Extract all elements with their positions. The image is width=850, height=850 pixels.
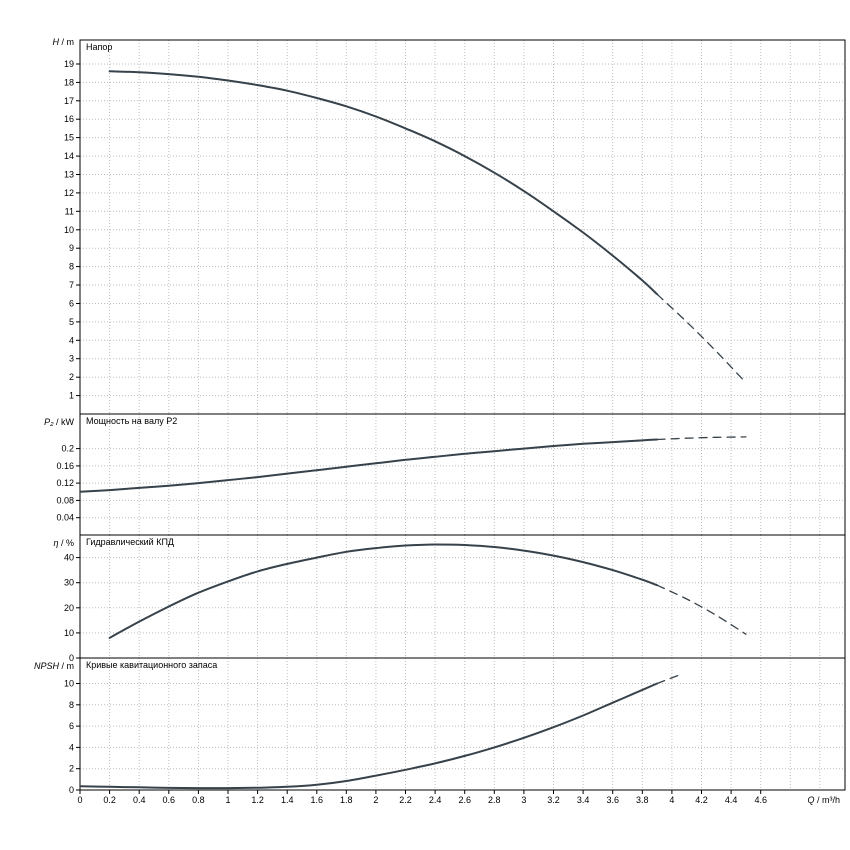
curve-efficiency-extrapolated: [656, 584, 747, 635]
x-tick-label: 3.4: [577, 795, 590, 805]
y-tick-label: 0.04: [56, 513, 74, 523]
x-axis: 0 0.2 0.4 0.6 0.8 1 1.2 1.4 1.6 1.8 2 2.2 2.4 2.6 2.8 3…: [77, 790, 840, 805]
y-tick-label: 10: [64, 679, 74, 689]
x-tick-label: 2.2: [399, 795, 412, 805]
y-tick-label: 18: [64, 77, 74, 87]
y-tick-label: 0.12: [56, 478, 74, 488]
y-tick-label: 4: [69, 335, 74, 345]
curve-npsh-solid: [80, 682, 659, 790]
x-tick-label: 1.6: [311, 795, 324, 805]
y-axis-label: NPSH / m: [34, 661, 74, 671]
panel-border: [79, 413, 846, 536]
curves-efficiency: [108, 543, 747, 639]
y-axis-label: H / m: [53, 37, 75, 47]
y-tick-label: 9: [69, 243, 74, 253]
x-tick-label: 0.2: [103, 795, 116, 805]
y-tick-label: 1: [69, 391, 74, 401]
x-tick-label: 0: [77, 795, 82, 805]
y-tick-label: 13: [64, 170, 74, 180]
grid-shaft-power: [80, 414, 845, 535]
y-tick-label: 0: [69, 653, 74, 663]
y-tick-label: 17: [64, 96, 74, 106]
x-tick-label: 4.4: [725, 795, 738, 805]
panel-title: Кривые кавитационного запаса: [86, 660, 217, 670]
panel-title: Мощность на валу P2: [86, 416, 177, 426]
x-tick-label: 3.6: [606, 795, 619, 805]
x-tick-label: 4.6: [754, 795, 767, 805]
y-tick-label: 0.2: [61, 444, 74, 454]
curve-power-extrapolated: [656, 436, 747, 441]
curves-npsh: [80, 674, 680, 790]
y-tick-label: 0: [69, 785, 74, 795]
x-tick-label: 0.4: [133, 795, 146, 805]
y-tick-label: 6: [69, 299, 74, 309]
panel-shaft-power: 0.04 0.08 0.12 0.16 0.2 P₂ / kW Мощность на ва…: [44, 413, 846, 536]
curves-head: [108, 70, 747, 384]
y-tick-label: 2: [69, 372, 74, 382]
x-tick-label: 1.8: [340, 795, 353, 805]
y-tick-label: 8: [69, 700, 74, 710]
panel-border: [79, 39, 846, 415]
x-tick-label: 3: [521, 795, 526, 805]
curve-npsh-extrapolated: [656, 674, 680, 685]
y-tick-label: 19: [64, 59, 74, 69]
y-tick-label: 3: [69, 354, 74, 364]
y-tick-label: 12: [64, 188, 74, 198]
curve-head-extrapolated: [656, 293, 747, 384]
y-tick-label: 2: [69, 764, 74, 774]
x-tick-label: 1.2: [251, 795, 264, 805]
x-axis-label: Q / m³/h: [807, 795, 840, 805]
y-tick-label: 20: [64, 603, 74, 613]
x-tick-label: 1.4: [281, 795, 294, 805]
x-tick-label: 4.2: [695, 795, 708, 805]
panel-border: [79, 657, 846, 791]
x-tick-label: 4: [669, 795, 674, 805]
panel-title: Напор: [86, 42, 112, 52]
y-tick-label: 16: [64, 114, 74, 124]
y-tick-label: 4: [69, 742, 74, 752]
y-tick-label: 5: [69, 317, 74, 327]
x-tick-label: 2: [373, 795, 378, 805]
panel-title: Гидравлический КПД: [86, 537, 174, 547]
y-axis-label: P₂ / kW: [44, 417, 74, 427]
panel-npsh: 0 2 4 6 8 10 NPSH / m Кривые кавитационного зап…: [34, 657, 846, 795]
y-tick-label: 10: [64, 225, 74, 235]
curve-head-solid: [108, 70, 659, 296]
x-tick-label: 1: [225, 795, 230, 805]
panel-border: [79, 534, 846, 659]
x-tick-label: 3.2: [547, 795, 560, 805]
y-tick-label: 0.16: [56, 461, 74, 471]
y-tick-label: 30: [64, 578, 74, 588]
y-axis-label: η / %: [53, 538, 74, 548]
x-tick-label: 2.8: [488, 795, 501, 805]
x-tick-label: 0.8: [192, 795, 205, 805]
x-tick-label: 2.4: [429, 795, 442, 805]
y-tick-label: 40: [64, 553, 74, 563]
y-tick-label: 14: [64, 151, 74, 161]
y-tick-label: 8: [69, 262, 74, 272]
curves-shaft-power: [80, 436, 747, 493]
x-tick-label: 2.6: [458, 795, 471, 805]
panel-efficiency: 0 10 20 30 40 η / % Гидравлический КПД: [53, 534, 846, 663]
curve-power-solid: [80, 438, 659, 493]
curve-efficiency-solid: [108, 543, 659, 639]
y-tick-label: 10: [64, 628, 74, 638]
y-tick-label: 6: [69, 721, 74, 731]
y-tick-label: 11: [65, 206, 74, 216]
grid-npsh: [80, 658, 845, 790]
grid-efficiency: [80, 535, 845, 658]
y-tick-label: 0.08: [56, 495, 74, 505]
y-tick-label: 7: [69, 280, 74, 290]
x-tick-label: 0.6: [163, 795, 176, 805]
y-tick-label: 15: [64, 133, 74, 143]
grid-head: [80, 40, 845, 414]
x-tick-label: 3.8: [636, 795, 649, 805]
